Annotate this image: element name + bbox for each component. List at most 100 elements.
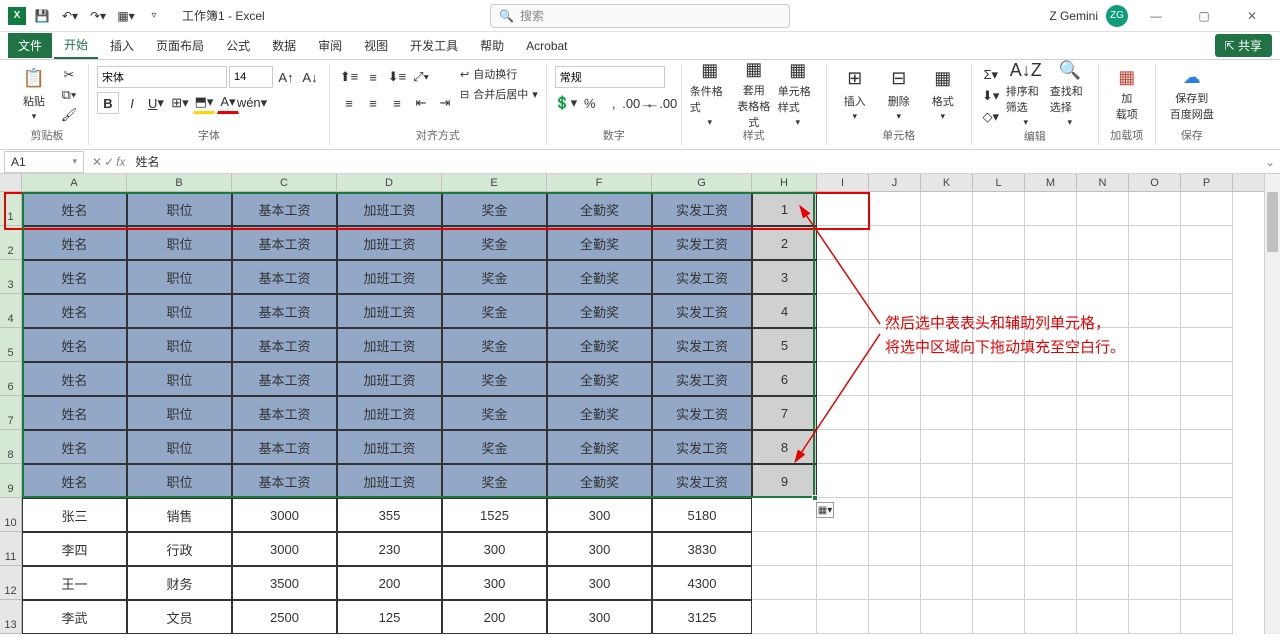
indent-inc-icon[interactable]: ⇥ [434,92,456,114]
qa-more-icon[interactable]: ▦▾ [114,4,138,28]
row-header[interactable]: 3 [0,260,22,294]
cell[interactable] [973,566,1025,600]
cell[interactable] [1025,260,1077,294]
name-box[interactable]: A1▾ [4,151,84,173]
cell[interactable]: 奖金 [442,464,547,498]
cell[interactable]: 实发工资 [652,294,752,328]
cell[interactable] [1025,532,1077,566]
cell[interactable] [752,532,817,566]
redo-icon[interactable]: ↷▾ [86,4,110,28]
col-header-J[interactable]: J [869,174,921,191]
cell[interactable]: 加班工资 [337,260,442,294]
align-center-icon[interactable]: ≡ [362,92,384,114]
cell[interactable]: 基本工资 [232,464,337,498]
cell[interactable]: 200 [442,600,547,634]
cell[interactable]: 基本工资 [232,192,337,226]
row-header[interactable]: 1 [0,192,22,226]
cell[interactable] [1077,260,1129,294]
font-name-select[interactable] [97,66,227,88]
select-all-corner[interactable] [0,174,22,191]
cell[interactable] [1077,396,1129,430]
cell[interactable]: 加班工资 [337,328,442,362]
cell[interactable]: 全勤奖 [547,260,652,294]
cell[interactable] [921,430,973,464]
cell[interactable] [1025,362,1077,396]
wrap-text-button[interactable]: ↩自动换行 [460,66,538,82]
cell[interactable]: 125 [337,600,442,634]
fill-icon[interactable]: ⬇▾ [980,87,1002,105]
grow-font-icon[interactable]: A↑ [275,66,297,88]
tab-layout[interactable]: 页面布局 [146,33,214,58]
align-bottom-icon[interactable]: ⬇≡ [386,66,408,88]
align-left-icon[interactable]: ≡ [338,92,360,114]
cell[interactable]: 加班工资 [337,192,442,226]
cell[interactable] [869,260,921,294]
share-button[interactable]: ⇱ 共享 [1215,34,1272,57]
orientation-icon[interactable]: ⤢▾ [410,66,432,88]
table-format-button[interactable]: ▦套用 表格格式 [734,66,774,122]
bold-button[interactable]: B [97,92,119,114]
cell[interactable] [1181,430,1233,464]
row-header[interactable]: 8 [0,430,22,464]
dec-decimal-icon[interactable]: ←.00 [651,92,673,114]
undo-icon[interactable]: ↶▾ [58,4,82,28]
cell[interactable]: 3125 [652,600,752,634]
col-header-O[interactable]: O [1129,174,1181,191]
cell[interactable]: 姓名 [22,396,127,430]
cell[interactable]: 加班工资 [337,294,442,328]
cell[interactable]: 行政 [127,532,232,566]
cell[interactable] [1181,396,1233,430]
cell[interactable]: 3500 [232,566,337,600]
tab-home[interactable]: 开始 [54,32,98,59]
cell[interactable]: 职位 [127,464,232,498]
tab-file[interactable]: 文件 [8,33,52,58]
formula-input[interactable]: 姓名 [129,153,1260,170]
cell[interactable] [869,464,921,498]
col-header-G[interactable]: G [652,174,752,191]
cell[interactable] [1181,226,1233,260]
col-header-D[interactable]: D [337,174,442,191]
cell[interactable] [1181,566,1233,600]
cell[interactable]: 300 [547,566,652,600]
vertical-scrollbar[interactable] [1264,174,1280,634]
cell[interactable]: 实发工资 [652,192,752,226]
percent-icon[interactable]: % [579,92,601,114]
cell[interactable]: 基本工资 [232,396,337,430]
search-box[interactable]: 🔍 搜索 [490,4,790,28]
cell[interactable] [1129,192,1181,226]
cell[interactable]: 财务 [127,566,232,600]
cell[interactable] [973,226,1025,260]
cell[interactable] [1077,192,1129,226]
fx-icon[interactable]: fx [116,155,125,169]
italic-button[interactable]: I [121,92,143,114]
cell[interactable] [973,464,1025,498]
col-header-B[interactable]: B [127,174,232,191]
cell[interactable]: 5180 [652,498,752,532]
cell[interactable] [869,600,921,634]
border-button[interactable]: ⊞▾ [169,92,191,114]
cell[interactable] [1077,362,1129,396]
cell[interactable] [1181,260,1233,294]
cell[interactable] [973,532,1025,566]
row-header[interactable]: 11 [0,532,22,566]
cell[interactable] [1025,226,1077,260]
cell[interactable] [921,396,973,430]
font-size-select[interactable] [229,66,273,88]
cell[interactable]: 姓名 [22,328,127,362]
cell[interactable] [921,464,973,498]
cell[interactable] [1181,192,1233,226]
cell[interactable] [973,260,1025,294]
cell[interactable]: 职位 [127,328,232,362]
cut-icon[interactable]: ✂ [58,66,80,84]
tab-insert[interactable]: 插入 [100,33,144,58]
cell[interactable]: 全勤奖 [547,192,652,226]
cell[interactable] [1181,600,1233,634]
col-header-K[interactable]: K [921,174,973,191]
cell[interactable] [1077,600,1129,634]
cell[interactable] [817,532,869,566]
cell[interactable] [1181,328,1233,362]
cell[interactable] [973,362,1025,396]
align-middle-icon[interactable]: ≡ [362,66,384,88]
cell[interactable]: 9 [752,464,817,498]
row-header[interactable]: 13 [0,600,22,634]
